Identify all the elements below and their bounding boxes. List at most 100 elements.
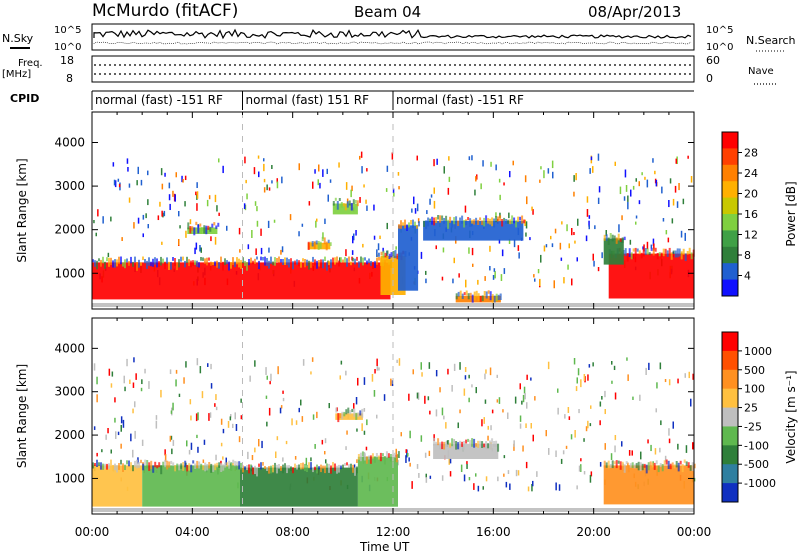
echo-edge (188, 463, 191, 471)
echo-edge (352, 199, 355, 204)
echo-cell (441, 475, 444, 481)
y-axis-label: Slant Range [km] (15, 364, 29, 468)
echo-cell (420, 362, 422, 370)
colorbar-tick-label: 8 (744, 249, 751, 262)
echo-edge (203, 225, 206, 234)
freq-unit-label: [MHz] (2, 69, 31, 80)
echo-edge (686, 251, 689, 255)
echo-cell (128, 197, 131, 203)
echo-edge (106, 257, 108, 262)
echo-cell (655, 408, 657, 413)
echo-edge (326, 262, 328, 271)
echo-cell (271, 180, 273, 184)
echo-cell (127, 167, 129, 172)
echo-cell (669, 178, 672, 184)
echo-edge (615, 237, 618, 244)
echo-edge (346, 462, 348, 466)
echo-cell (513, 440, 515, 447)
echo-edge (358, 261, 360, 268)
echo-edge (495, 216, 498, 223)
echo-cell (393, 192, 395, 197)
echo-cell (476, 174, 478, 180)
echo-edge (497, 443, 500, 452)
echo-edge (318, 466, 320, 470)
echo-cell (489, 367, 492, 376)
echo-cell (355, 397, 358, 405)
echo-edge (362, 257, 364, 266)
echo-cell (110, 216, 112, 222)
echo-cell (137, 217, 140, 224)
echo-edge (359, 410, 362, 416)
colorbar-tick-label: 28 (744, 147, 758, 160)
echo-edge (106, 463, 108, 470)
echo-edge (246, 262, 248, 271)
echo-cell (197, 412, 199, 421)
echo-edge (603, 460, 606, 468)
echo-cell (363, 430, 366, 435)
echo-edge (485, 291, 488, 299)
echo-edge (678, 248, 681, 257)
echo-cell (583, 471, 586, 475)
echo-cell (490, 425, 492, 431)
echo-cell (132, 382, 135, 388)
echo-edge (328, 260, 330, 266)
echo-cell (570, 434, 573, 440)
echo-cell (160, 389, 162, 398)
echo-edge (134, 460, 136, 468)
echo-edge (206, 464, 209, 471)
echo-edge (116, 259, 118, 267)
echo-cell (308, 201, 311, 206)
echo-edge (148, 462, 151, 471)
echo-cell (587, 420, 589, 429)
echo-cell (653, 243, 655, 251)
velocity-panel: 1000 2000 3000 4000 Slant Range [km] (15, 317, 696, 515)
echo-edge (439, 215, 442, 223)
echo-edge (483, 217, 486, 227)
echo-edge (202, 465, 205, 471)
echo-cell (135, 373, 137, 380)
echo-edge (288, 259, 290, 268)
echo-edge (268, 260, 270, 269)
echo-edge (207, 225, 210, 230)
echo-edge (178, 464, 181, 471)
echo-cell (174, 194, 176, 202)
echo-edge (278, 256, 280, 263)
echo-edge (443, 218, 446, 224)
echo-edge (276, 258, 278, 262)
echo-cell (254, 360, 256, 367)
echo-cell (505, 481, 508, 488)
echo-cell (464, 205, 467, 213)
echo-cell (551, 243, 554, 248)
echo-cell (560, 257, 563, 261)
echo-cell (583, 374, 586, 381)
echo-edge (122, 262, 124, 267)
echo-cell (396, 359, 398, 363)
echo-edge (198, 461, 201, 469)
echo-edge (477, 293, 480, 301)
echo-cell (196, 203, 198, 211)
echo-cell (359, 155, 361, 160)
echo-cell (329, 179, 332, 183)
echo-cell (468, 397, 470, 403)
echo-cell (215, 406, 218, 411)
date-title: 08/Apr/2013 (588, 3, 681, 21)
echo-cell (519, 383, 521, 390)
echo-cell (395, 448, 397, 455)
echo-cell (325, 459, 327, 464)
echo-cell (376, 358, 378, 366)
echo-edge (218, 262, 220, 269)
echo-cell (441, 276, 444, 281)
echo-edge (619, 238, 622, 242)
echo-cell (433, 434, 435, 442)
echo-edge (615, 460, 618, 469)
echo-edge (418, 221, 420, 227)
echo-edge (250, 464, 252, 469)
echo-cell (298, 407, 300, 413)
echo-cell (255, 248, 257, 256)
echo-cell (508, 212, 510, 219)
echo-cell (196, 358, 199, 366)
echo-edge (376, 258, 378, 265)
echo-cell (465, 279, 467, 288)
echo-edge (321, 236, 324, 242)
echo-edge (473, 438, 476, 448)
